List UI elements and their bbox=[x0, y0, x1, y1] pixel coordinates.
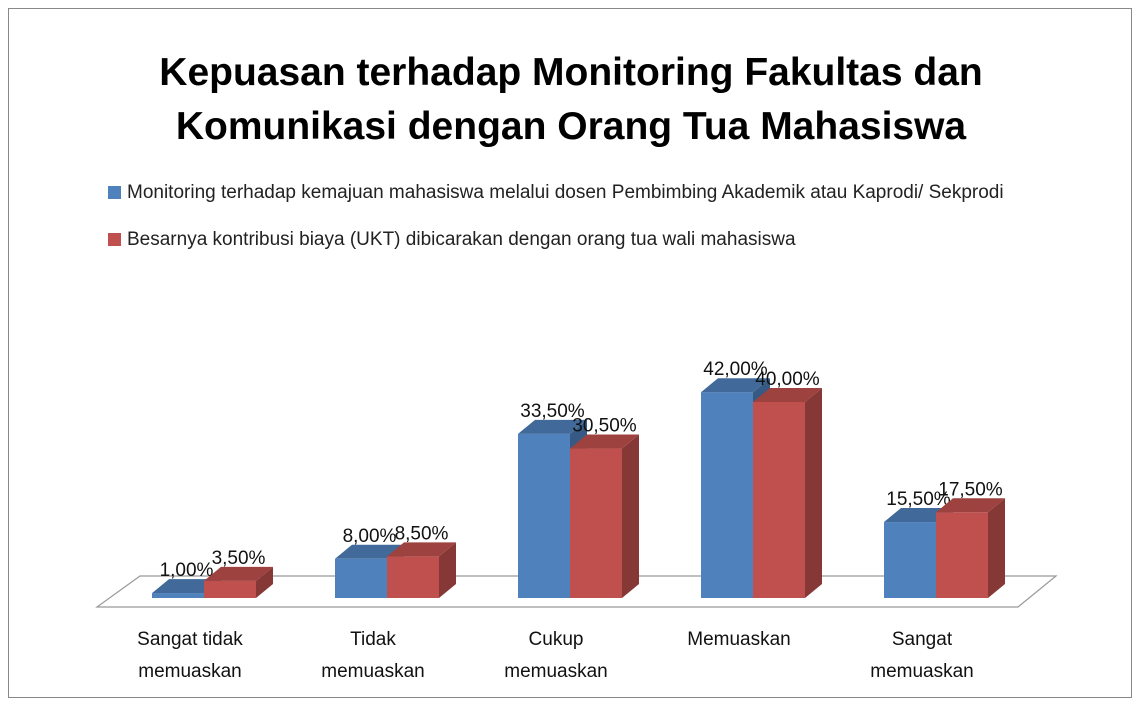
data-label: 1,00% bbox=[160, 560, 214, 581]
legend: Monitoring terhadap kemajuan mahasiswa m… bbox=[108, 176, 1068, 270]
data-label: 15,50% bbox=[886, 489, 951, 510]
data-label: 17,50% bbox=[938, 479, 1003, 500]
bar bbox=[753, 402, 805, 598]
bar-side bbox=[988, 498, 1005, 598]
bar-top bbox=[152, 579, 221, 594]
data-label: 33,50% bbox=[520, 401, 585, 422]
x-tick-label: Sangat tidak memuaskan bbox=[137, 629, 243, 682]
bar-top bbox=[335, 544, 404, 559]
legend-swatch bbox=[108, 186, 121, 199]
chart-frame bbox=[8, 8, 1132, 698]
bar-top bbox=[936, 498, 1005, 513]
data-label: 8,00% bbox=[343, 526, 397, 547]
bar bbox=[570, 448, 622, 598]
bar bbox=[335, 558, 387, 598]
legend-item: Besarnya kontribusi biaya (UKT) dibicara… bbox=[108, 223, 1068, 256]
bar-top bbox=[701, 378, 770, 393]
legend-item: Monitoring terhadap kemajuan mahasiswa m… bbox=[108, 176, 1068, 209]
bar bbox=[701, 392, 753, 598]
bar-side bbox=[439, 542, 456, 598]
legend-label: Monitoring terhadap kemajuan mahasiswa m… bbox=[127, 182, 1004, 203]
bar-top bbox=[518, 419, 587, 434]
x-tick-label: Sangat memuaskan bbox=[870, 629, 974, 682]
bar-top bbox=[884, 508, 953, 523]
bar-side bbox=[805, 388, 822, 598]
bar bbox=[936, 512, 988, 598]
data-label: 40,00% bbox=[755, 369, 820, 390]
legend-swatch bbox=[108, 233, 121, 246]
bar bbox=[518, 433, 570, 598]
data-label: 3,50% bbox=[212, 548, 266, 569]
chart-title: Kepuasan terhadap Monitoring Fakultas da… bbox=[159, 51, 983, 148]
bar-top bbox=[753, 388, 822, 402]
data-label: 42,00% bbox=[703, 359, 768, 380]
bar bbox=[204, 580, 256, 598]
legend-label: Besarnya kontribusi biaya (UKT) dibicara… bbox=[127, 229, 796, 250]
x-tick-label: Memuaskan bbox=[687, 629, 791, 650]
x-tick-label: Cukup memuaskan bbox=[504, 629, 608, 682]
data-label: 30,50% bbox=[572, 416, 637, 437]
bar-top bbox=[204, 566, 273, 581]
x-tick-label: Tidak memuaskan bbox=[321, 629, 425, 682]
bar-side bbox=[622, 434, 639, 598]
floor bbox=[95, 575, 1058, 608]
bar-side bbox=[256, 566, 273, 598]
bar-top bbox=[570, 434, 639, 449]
bar bbox=[152, 593, 204, 598]
data-label: 8,50% bbox=[395, 523, 449, 544]
bar bbox=[884, 522, 936, 598]
bar-top bbox=[387, 542, 456, 557]
bar bbox=[387, 556, 439, 598]
